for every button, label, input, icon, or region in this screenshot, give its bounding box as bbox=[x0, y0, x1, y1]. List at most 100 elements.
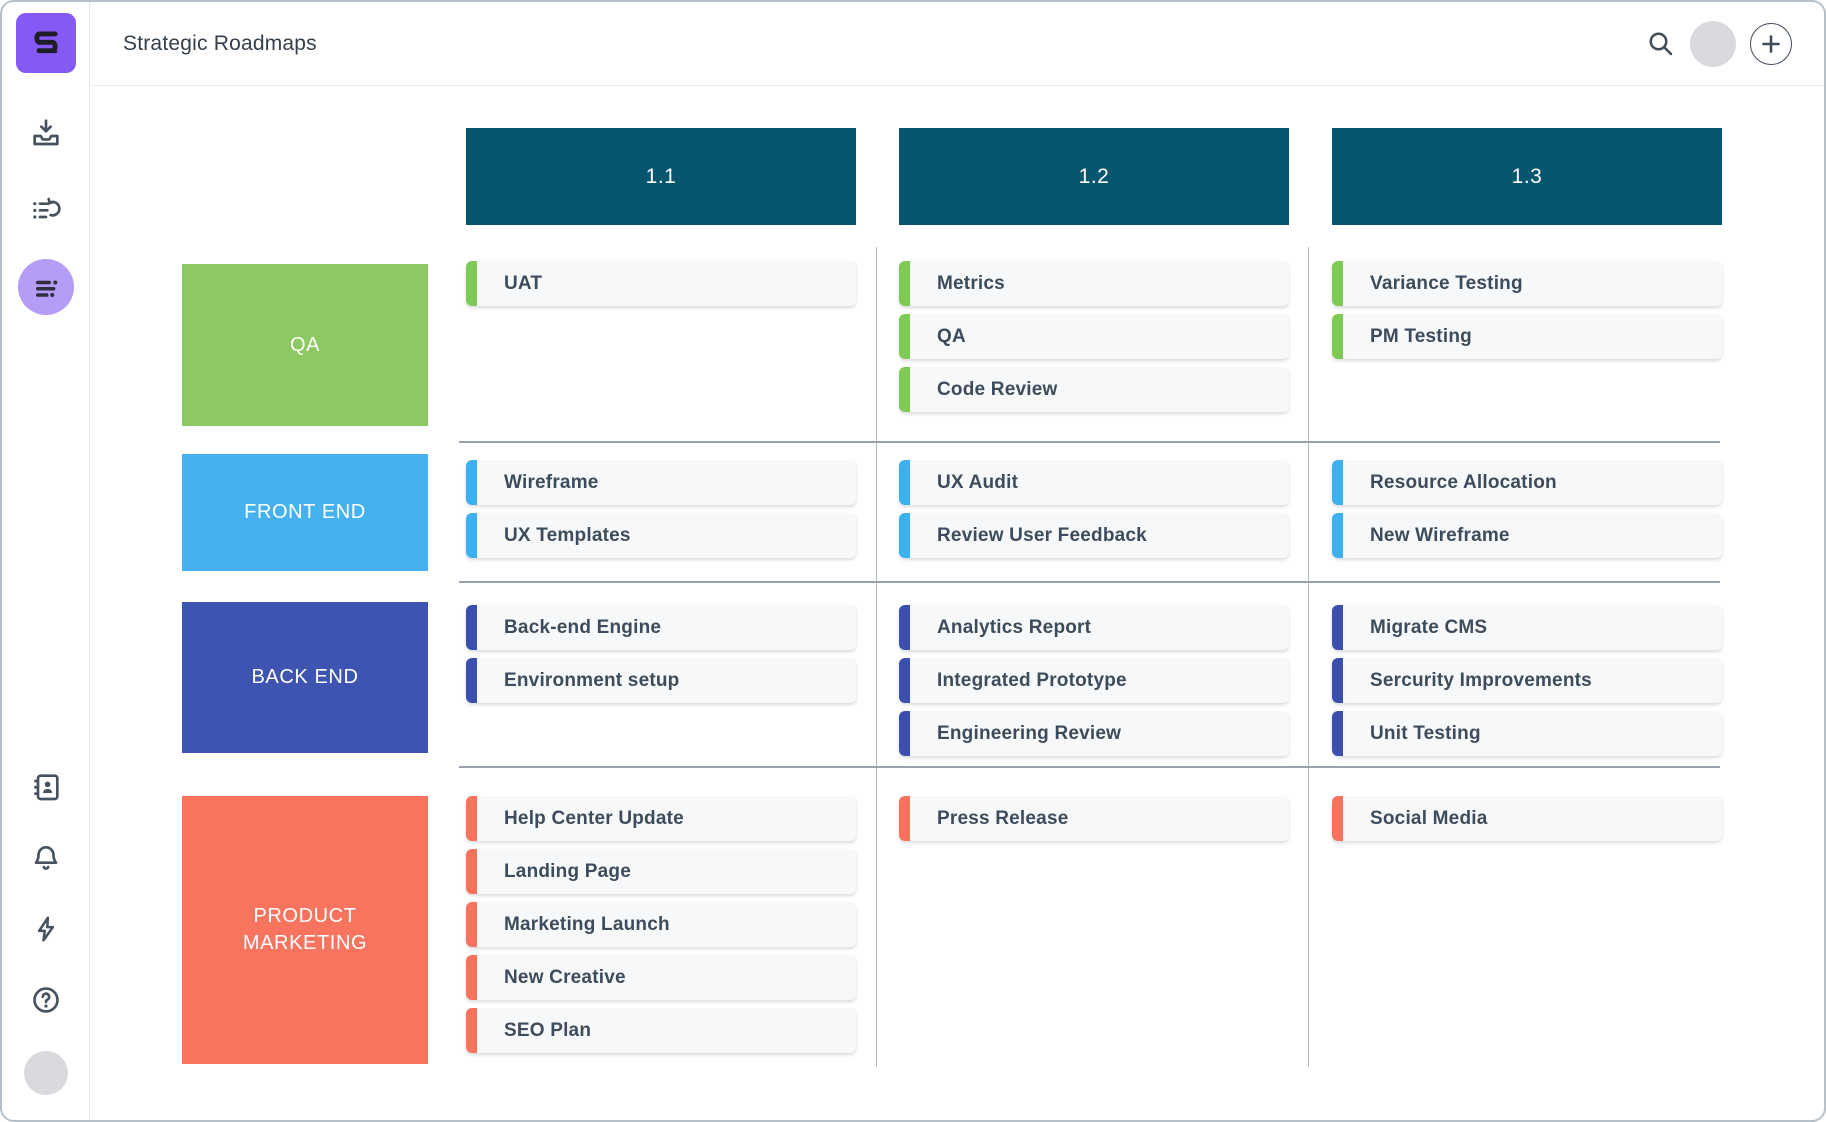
item-color-bar bbox=[899, 796, 910, 841]
column-header[interactable]: 1.3 bbox=[1332, 128, 1722, 225]
item-color-bar bbox=[1332, 796, 1343, 841]
board-cell: Variance Testing PM Testing bbox=[1332, 261, 1722, 359]
row-divider bbox=[459, 441, 1720, 443]
roadmap-item-card[interactable]: Review User Feedback bbox=[899, 513, 1289, 558]
item-label: Wireframe bbox=[504, 471, 599, 493]
roadmap-item-card[interactable]: PM Testing bbox=[1332, 314, 1722, 359]
roadmap-item-card[interactable]: Environment setup bbox=[466, 658, 856, 703]
item-color-bar bbox=[466, 513, 477, 558]
roadmap-item-card[interactable]: Social Media bbox=[1332, 796, 1722, 841]
roadmap-item-card[interactable]: SEO Plan bbox=[466, 1008, 856, 1053]
roadmap-item-card[interactable]: Migrate CMS bbox=[1332, 605, 1722, 650]
item-color-bar bbox=[899, 314, 910, 359]
sidebar-item-help[interactable] bbox=[2, 983, 90, 1017]
page-title: Strategic Roadmaps bbox=[123, 32, 317, 55]
sidebar bbox=[2, 2, 90, 1120]
roadmap-item-card[interactable]: Metrics bbox=[899, 261, 1289, 306]
swimlane-label[interactable]: PRODUCT MARKETING bbox=[182, 796, 428, 1064]
column-divider bbox=[876, 247, 877, 1067]
item-label: Integrated Prototype bbox=[937, 669, 1127, 691]
item-color-bar bbox=[1332, 460, 1343, 505]
swimlane-label[interactable]: BACK END bbox=[182, 602, 428, 753]
roadmap-item-card[interactable]: Code Review bbox=[899, 367, 1289, 412]
item-color-bar bbox=[1332, 513, 1343, 558]
roadmap-item-card[interactable]: Integrated Prototype bbox=[899, 658, 1289, 703]
roadmap-item-card[interactable]: Landing Page bbox=[466, 849, 856, 894]
account-avatar[interactable] bbox=[1690, 21, 1736, 67]
item-color-bar bbox=[466, 902, 477, 947]
roadmap-item-card[interactable]: New Creative bbox=[466, 955, 856, 1000]
bell-icon bbox=[34, 846, 58, 870]
sidebar-item-import[interactable] bbox=[2, 115, 90, 149]
item-color-bar bbox=[899, 513, 910, 558]
roadmap-item-card[interactable]: Engineering Review bbox=[899, 711, 1289, 756]
item-color-bar bbox=[466, 605, 477, 650]
column-header[interactable]: 1.2 bbox=[899, 128, 1289, 225]
item-color-bar bbox=[899, 605, 910, 650]
item-color-bar bbox=[899, 658, 910, 703]
magnifier-icon bbox=[1649, 32, 1673, 56]
search-button[interactable] bbox=[1646, 29, 1676, 59]
sidebar-item-activity[interactable] bbox=[2, 912, 90, 946]
item-label: Help Center Update bbox=[504, 807, 684, 829]
add-new-button[interactable] bbox=[1750, 23, 1792, 65]
item-label: Social Media bbox=[1370, 807, 1488, 829]
item-label: SEO Plan bbox=[504, 1019, 592, 1041]
top-bar: Strategic Roadmaps bbox=[90, 2, 1824, 86]
roadmap-item-card[interactable]: Resource Allocation bbox=[1332, 460, 1722, 505]
board-cell: Resource Allocation New Wireframe bbox=[1332, 460, 1722, 558]
column-header[interactable]: 1.1 bbox=[466, 128, 856, 225]
board-cell: Back-end Engine Environment setup bbox=[466, 605, 856, 703]
sidebar-profile-avatar[interactable] bbox=[2, 1051, 90, 1095]
roadmap-item-card[interactable]: Back-end Engine bbox=[466, 605, 856, 650]
swimlane-label[interactable]: QA bbox=[182, 264, 428, 426]
sidebar-item-roadmap-view-active[interactable] bbox=[18, 259, 74, 315]
list-history-icon bbox=[33, 197, 61, 219]
item-color-bar bbox=[466, 658, 477, 703]
item-label: UAT bbox=[504, 272, 543, 294]
board-cell: UX Audit Review User Feedback bbox=[899, 460, 1289, 558]
roadmap-rows-icon bbox=[36, 280, 58, 297]
board-cell: Migrate CMS Sercurity Improvements Unit Te… bbox=[1332, 605, 1722, 756]
roadmap-item-card[interactable]: Sercurity Improvements bbox=[1332, 658, 1722, 703]
item-label: Review User Feedback bbox=[937, 524, 1147, 546]
swimlane-label[interactable]: FRONT END bbox=[182, 454, 428, 571]
roadmap-item-card[interactable]: UX Templates bbox=[466, 513, 856, 558]
item-color-bar bbox=[1332, 658, 1343, 703]
roadmap-item-card[interactable]: New Wireframe bbox=[1332, 513, 1722, 558]
item-color-bar bbox=[1332, 314, 1343, 359]
roadmap-item-card[interactable]: Press Release bbox=[899, 796, 1289, 841]
sidebar-item-notifications[interactable] bbox=[2, 841, 90, 875]
roadmap-item-card[interactable]: Variance Testing bbox=[1332, 261, 1722, 306]
board-cell: Analytics Report Integrated Prototype Engi… bbox=[899, 605, 1289, 756]
item-color-bar bbox=[466, 261, 477, 306]
roadmap-item-card[interactable]: QA bbox=[899, 314, 1289, 359]
board-cell: Social Media bbox=[1332, 796, 1722, 841]
item-color-bar bbox=[899, 460, 910, 505]
roadmap-item-card[interactable]: Marketing Launch bbox=[466, 902, 856, 947]
roadmap-item-card[interactable]: Help Center Update bbox=[466, 796, 856, 841]
roadmap-item-card[interactable]: UX Audit bbox=[899, 460, 1289, 505]
board-cell: Wireframe UX Templates bbox=[466, 460, 856, 558]
item-label: Engineering Review bbox=[937, 722, 1122, 744]
item-color-bar bbox=[899, 711, 910, 756]
item-label: Back-end Engine bbox=[504, 616, 662, 638]
item-label: Environment setup bbox=[504, 669, 680, 691]
item-label: UX Templates bbox=[504, 524, 631, 546]
board-cell: UAT bbox=[466, 261, 856, 306]
roadmap-item-card[interactable]: Unit Testing bbox=[1332, 711, 1722, 756]
roadmap-item-card[interactable]: Wireframe bbox=[466, 460, 856, 505]
top-controls bbox=[1646, 2, 1792, 86]
board-cell: Metrics QA Code Review bbox=[899, 261, 1289, 412]
item-label: Unit Testing bbox=[1370, 722, 1481, 744]
item-color-bar bbox=[466, 849, 477, 894]
app-logo[interactable] bbox=[16, 13, 76, 73]
item-color-bar bbox=[466, 796, 477, 841]
sidebar-item-contacts[interactable] bbox=[2, 770, 90, 804]
sidebar-item-items-list[interactable] bbox=[2, 192, 90, 226]
avatar bbox=[1690, 21, 1736, 67]
roadmap-item-card[interactable]: Analytics Report bbox=[899, 605, 1289, 650]
roadmap-item-card[interactable]: UAT bbox=[466, 261, 856, 306]
